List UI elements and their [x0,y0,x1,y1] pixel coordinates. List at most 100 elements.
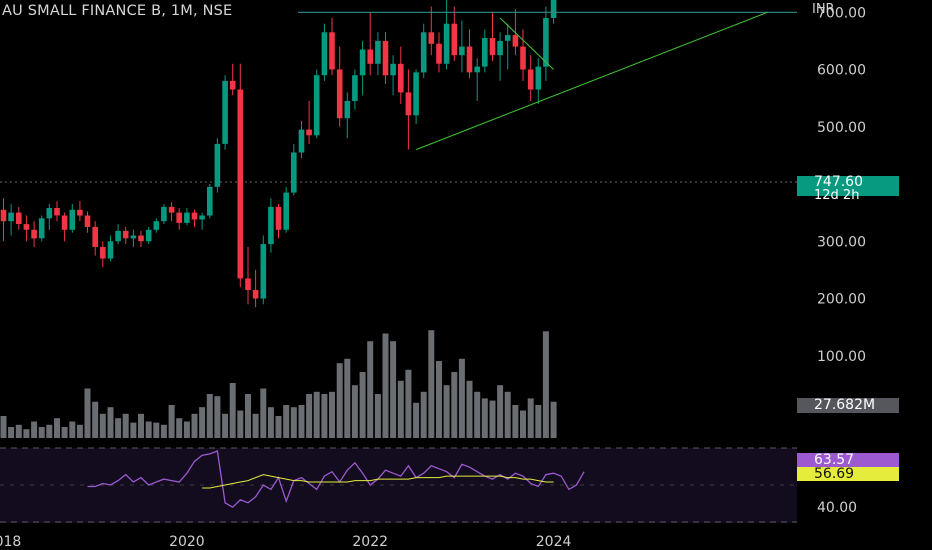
volume-bar [535,405,542,438]
candle [38,215,45,242]
volume-value-tag: 27.682M [797,398,899,413]
volume-bar [390,341,397,438]
candle-body [275,206,282,230]
volume-bar [38,427,45,438]
volume-bar [420,391,427,438]
candle [122,226,129,245]
candle-body [375,40,381,64]
time-axis: 2018 2020 2022 2024 [0,534,572,550]
candle-body [16,212,22,224]
candle-body [252,289,259,299]
candle [229,63,236,96]
candle [298,121,305,159]
volume-bar [451,372,458,438]
candle-body [191,212,198,220]
candle [497,32,503,81]
candle-body [543,18,549,67]
candle-body [100,247,106,259]
candle [436,32,442,73]
rsi-value-tag: 63.57 [797,453,899,467]
volume-bar [8,427,15,438]
candle [260,235,267,305]
volume-bar [351,385,358,438]
candle-body [359,49,366,76]
volume-bar [229,383,236,438]
candle [31,221,37,247]
candle-body [61,215,68,230]
volume-bar [413,402,420,438]
candle-body [0,209,7,222]
volume-bar [191,413,198,438]
volume-bar [252,413,259,438]
volume-bar [397,380,404,438]
candle [61,212,68,242]
candle-body [313,75,320,136]
candle [92,221,98,256]
candle-body [367,49,373,64]
candle-body [474,66,480,73]
candle-body [512,35,519,47]
trendline-drawings [298,11,797,151]
candle [191,209,198,227]
candle-body [352,75,358,101]
candle-body [207,186,213,216]
volume-bar [130,422,137,438]
volume-bar [436,361,442,438]
rsi-pane-background [0,448,797,523]
candle [23,215,30,242]
short-trendline[interactable] [499,17,554,70]
candle [84,211,91,233]
volume-bar [306,394,313,438]
candle-body [398,63,404,93]
volume-bar [283,405,290,438]
currency-label: INR [812,2,835,17]
candle [46,204,53,230]
candle-body [237,89,244,279]
volume-bar [107,407,114,438]
candle-body [38,218,45,239]
volume-bar [466,380,473,438]
candle [313,69,320,139]
last-price-tag: 747.60 12d 2h [797,175,899,202]
volume-bar [61,427,68,438]
candle-body [268,206,274,245]
symbol-title[interactable]: AU SMALL FINANCE B, 1M, NSE [2,3,233,19]
candle-body [535,66,542,90]
candle [199,212,205,230]
volume-bar [290,407,297,438]
candle [359,40,366,96]
volume-bar [298,405,305,438]
candle [16,206,22,230]
candle-body [199,215,205,220]
candle [100,241,106,267]
candle [482,29,488,73]
volume-bar [138,413,144,438]
volume-bar [214,396,221,438]
candle-body [527,69,534,90]
candle [451,6,458,61]
candle-body [420,32,427,73]
candle-body [306,129,312,136]
candle [344,92,351,139]
rising-trendline[interactable] [415,11,768,151]
volume-bar [69,421,76,438]
price-tick-label: 600.00 [817,63,866,79]
candle-body [23,224,30,230]
volume-bar [245,394,251,438]
candle-body [283,192,289,230]
volume-bar [99,413,106,438]
candle [184,208,190,226]
candle [0,198,7,242]
volume-bar [474,391,481,438]
candle-body [520,46,526,70]
candle [504,23,511,70]
volume-bar [260,388,267,438]
volume-bars [0,330,557,438]
candle [176,208,182,230]
volume-bar [54,418,60,438]
candle [306,101,312,144]
candle [275,204,282,239]
candle [207,184,213,219]
candle [405,69,412,150]
